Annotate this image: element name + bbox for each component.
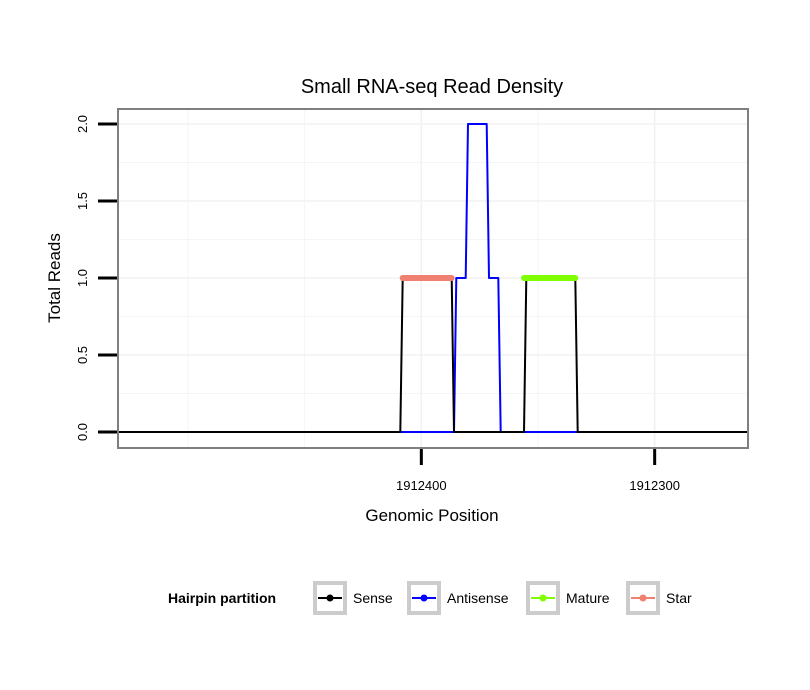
- x-tick-label: 1912400: [396, 478, 447, 493]
- x-axis-label: Genomic Position: [365, 506, 498, 525]
- legend-key-point: [420, 594, 428, 602]
- series-lines: [118, 123, 748, 433]
- legend-label-sense: Sense: [353, 590, 393, 606]
- legend-key-point: [326, 594, 334, 602]
- x-axis: 1912400 1912300: [396, 449, 680, 493]
- legend-label-antisense: Antisense: [447, 590, 509, 606]
- y-tick-label: 1.5: [75, 192, 90, 210]
- x-tick-label: 1912300: [629, 478, 680, 493]
- legend-key-point: [539, 594, 547, 602]
- plot-panel-border: [117, 108, 749, 449]
- y-tick-label: 1.0: [75, 269, 90, 287]
- y-axis-label: Total Reads: [45, 233, 64, 323]
- legend-label-mature: Mature: [566, 590, 610, 606]
- chart-title: Small RNA-seq Read Density: [301, 76, 563, 98]
- y-tick-label: 0.0: [75, 423, 90, 441]
- legend-title: Hairpin partition: [168, 590, 276, 606]
- y-axis: 0.0 0.5 1.0 1.5 2.0: [75, 115, 117, 441]
- series-line-antisense: [118, 123, 748, 433]
- legend: Hairpin partition Sense Antisense Mature St…: [168, 581, 692, 615]
- legend-key-point: [639, 594, 647, 602]
- legend-label-star: Star: [666, 590, 692, 606]
- y-tick-label: 2.0: [75, 115, 90, 133]
- series-line-sense: [118, 277, 748, 433]
- y-tick-label: 0.5: [75, 346, 90, 364]
